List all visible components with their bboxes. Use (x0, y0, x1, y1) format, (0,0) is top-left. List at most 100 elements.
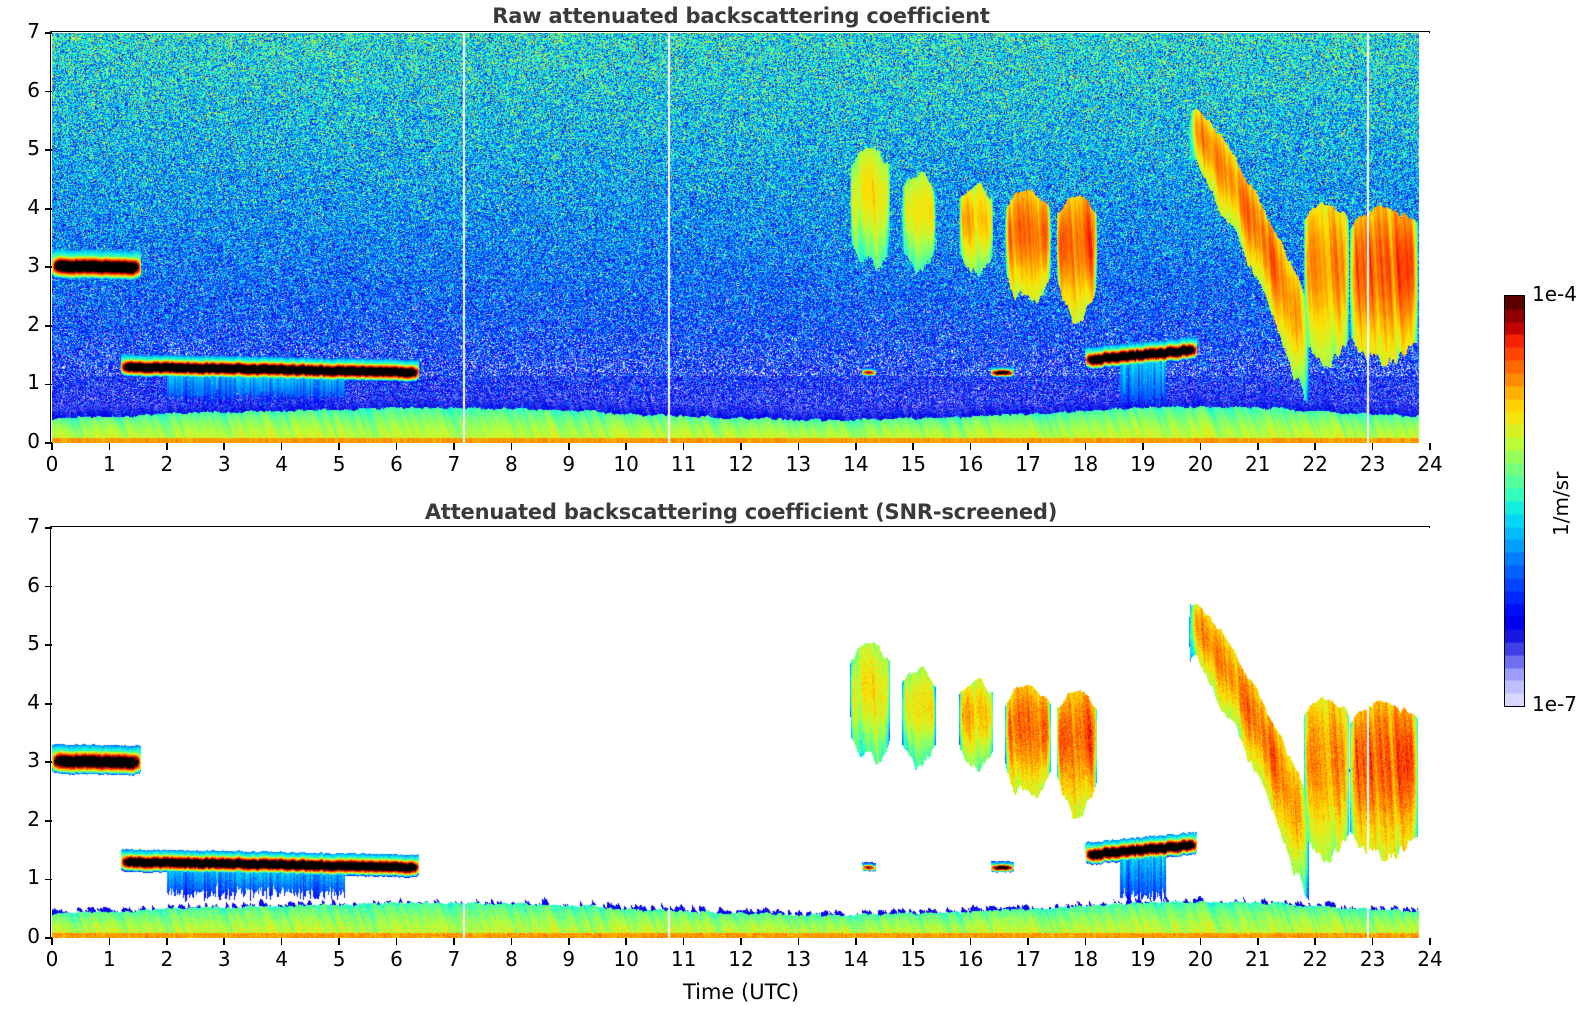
x-tick (108, 938, 111, 945)
x-tick (223, 443, 226, 450)
y-tick-label: 4 (27, 689, 40, 714)
x-tick-label: 23 (1359, 947, 1386, 971)
y-tick-label: 0 (27, 924, 40, 948)
y-tick (45, 266, 52, 269)
y-tick (45, 442, 52, 444)
y-tick-label: 7 (27, 514, 40, 538)
x-tick (223, 938, 226, 945)
y-tick (45, 644, 52, 646)
y-tick-label: 5 (27, 136, 40, 161)
x-tick-label: 2 (160, 452, 174, 476)
y-tick (45, 527, 52, 529)
y-tick (45, 383, 52, 386)
panel-title-raw: Raw attenuated backscattering coefficien… (492, 4, 990, 28)
y-tick-label: 4 (27, 194, 40, 219)
x-tick (510, 938, 513, 945)
x-tick-label: 18 (1072, 947, 1099, 971)
y-tick (45, 149, 52, 151)
y-tick (45, 325, 52, 327)
x-tick-label: 4 (275, 947, 289, 971)
y-tick-label: 0 (27, 429, 40, 453)
heatmap-raw (52, 33, 1430, 443)
x-tick (567, 443, 570, 450)
x-tick (108, 443, 111, 450)
x-tick (1027, 443, 1029, 450)
y-tick-label: 1 (27, 865, 40, 890)
x-tick-label: 23 (1359, 452, 1386, 476)
y-tick (45, 820, 52, 822)
x-tick-label: 0 (45, 452, 59, 476)
x-tick-label: 19 (1130, 947, 1156, 971)
x-tick-label: 17 (1015, 452, 1041, 476)
y-tick (45, 702, 52, 705)
x-tick (1199, 443, 1202, 450)
x-tick (682, 443, 685, 450)
x-tick (740, 938, 742, 945)
x-tick (166, 443, 168, 450)
x-tick-label: 20 (1187, 452, 1214, 476)
y-tick-label: 5 (27, 631, 40, 656)
x-tick-label: 15 (900, 452, 926, 476)
x-tick (797, 443, 800, 450)
x-tick (51, 443, 53, 450)
x-tick (1199, 938, 1202, 945)
x-tick-label: 7 (447, 947, 461, 971)
x-tick (1371, 443, 1374, 450)
x-tick-label: 6 (390, 452, 403, 476)
x-tick-label: 16 (957, 947, 984, 971)
x-tick-label: 24 (1417, 947, 1443, 971)
x-tick-label: 1 (103, 452, 116, 476)
x-tick-label: 22 (1302, 947, 1328, 971)
x-tick (453, 938, 455, 945)
x-tick-label: 8 (504, 452, 518, 476)
x-tick (1027, 938, 1029, 945)
x-tick-label: 22 (1302, 452, 1328, 476)
x-tick-label: 12 (728, 452, 754, 476)
x-tick (1142, 443, 1144, 450)
y-tick-label: 2 (27, 806, 40, 831)
x-tick (625, 938, 627, 945)
x-tick (51, 938, 53, 945)
x-tick-label: 6 (390, 947, 403, 971)
x-tick-label: 9 (562, 452, 576, 476)
x-tick (1371, 938, 1374, 945)
x-tick-label: 17 (1015, 947, 1041, 971)
x-tick-label: 5 (332, 452, 346, 476)
x-tick-label: 11 (670, 947, 697, 971)
x-tick-label: 13 (785, 947, 812, 971)
x-tick-label: 8 (504, 947, 518, 971)
x-tick-label: 5 (332, 947, 346, 971)
y-tick (45, 937, 52, 939)
x-tick-label: 16 (957, 452, 984, 476)
x-tick (1256, 443, 1259, 450)
x-axis-label-time: Time (UTC) (682, 980, 800, 1004)
x-tick (338, 443, 340, 450)
x-tick (395, 938, 398, 945)
x-tick (740, 443, 742, 450)
x-tick-label: 3 (217, 947, 231, 971)
x-tick-label: 15 (900, 947, 926, 971)
y-tick-label: 3 (27, 253, 40, 278)
y-tick-label: 6 (27, 572, 40, 597)
x-tick-label: 21 (1245, 947, 1271, 971)
x-tick (969, 443, 972, 450)
y-tick (45, 761, 52, 764)
y-tick (45, 878, 52, 881)
x-tick (338, 938, 340, 945)
colorbar-max-label: 1e-4 (1532, 282, 1577, 306)
x-tick (969, 938, 972, 945)
x-tick-label: 4 (275, 452, 289, 476)
x-tick-label: 3 (217, 452, 231, 476)
x-tick-label: 9 (562, 947, 576, 971)
x-tick (166, 938, 168, 945)
x-tick (510, 443, 513, 450)
x-tick (855, 938, 857, 945)
x-tick (625, 443, 627, 450)
x-tick-label: 1 (103, 947, 116, 971)
x-tick (1142, 938, 1144, 945)
x-tick-label: 14 (843, 947, 869, 971)
x-tick-label: 7 (447, 452, 461, 476)
y-tick-label: 3 (27, 748, 40, 773)
x-tick-label: 13 (785, 452, 812, 476)
